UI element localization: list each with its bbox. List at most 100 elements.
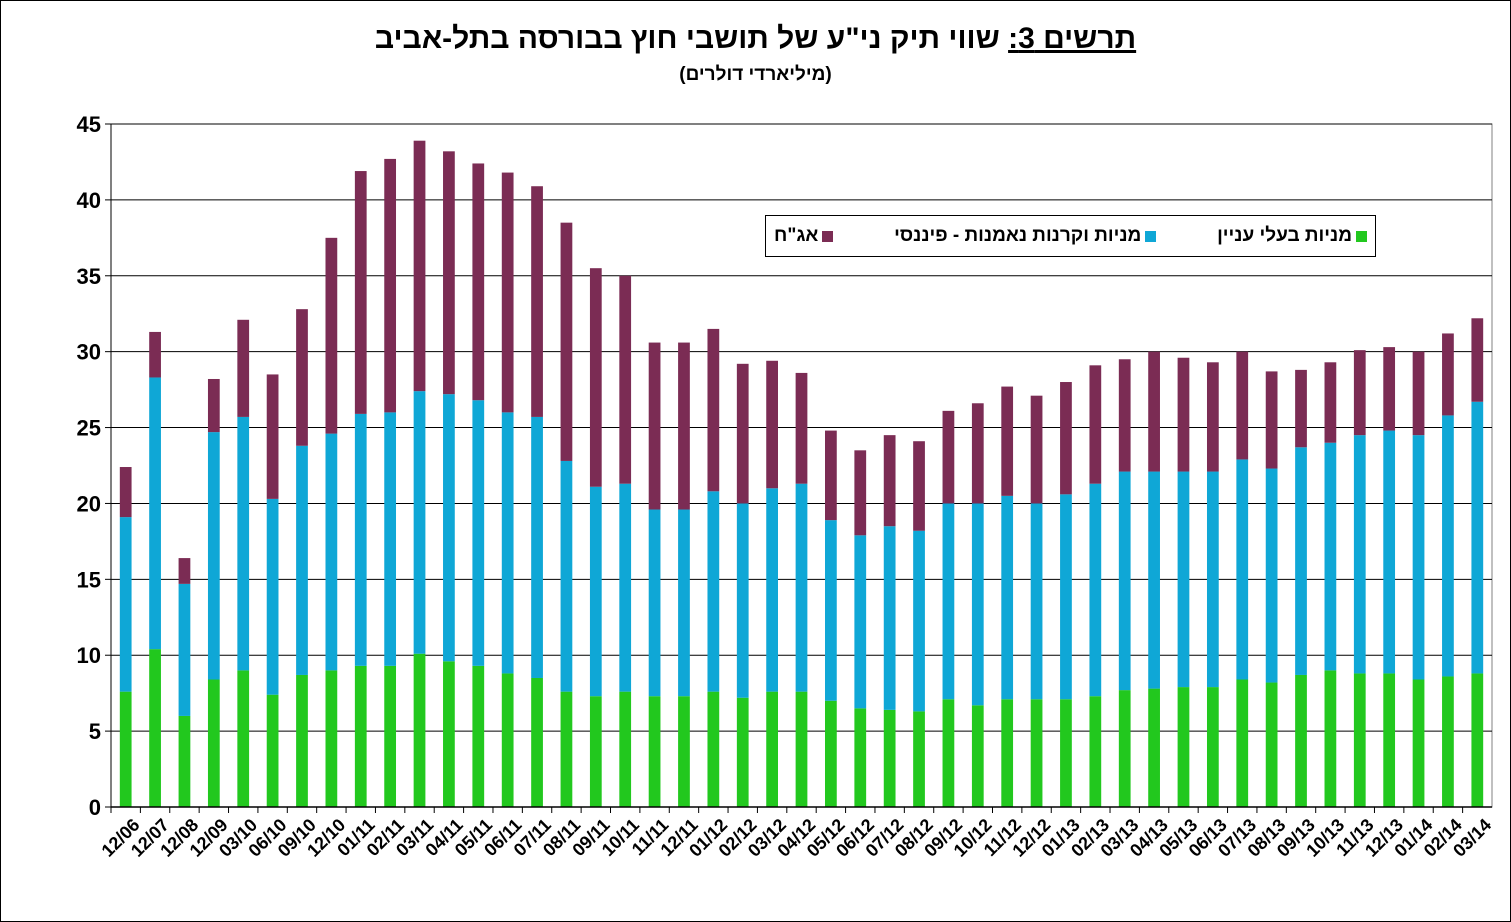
bar-segment-s0-11-12 [1001,699,1014,807]
bar-segment-s2-07-12 [883,435,896,527]
bar-segment-s2-06-13 [1206,362,1219,472]
bar-segment-s1-11-12 [1001,495,1014,700]
bar-segment-s1-01-13 [1060,494,1072,700]
bar-segment-s2-06-10 [266,374,279,499]
bar-segment-s0-05-12 [825,700,837,807]
bar-segment-s0-11-11 [648,696,661,807]
bar-segment-s1-07-12 [883,526,896,710]
bar-segment-s1-02-11 [384,412,397,666]
bar-segment-s0-03-10 [237,670,250,807]
bar-segment-s1-12-06 [119,517,132,692]
bar-segment-s0-04-13 [1148,688,1160,807]
legend-swatch-interested [1356,230,1367,242]
bar-segment-s0-11-13 [1353,673,1366,807]
bar-segment-s0-08-13 [1265,682,1278,807]
legend-item-bonds: אג"ח [774,225,834,247]
bar-segment-s1-09-10 [296,445,308,675]
y-tick-label: 35 [77,264,101,289]
bar-segment-s0-12-13 [1383,673,1396,807]
bar-segment-s2-02-14 [1442,333,1454,416]
bar-segment-s1-12-11 [678,509,690,697]
chart-title-prefix: תרשים 3: [1008,22,1137,55]
bar-segment-s1-03-13 [1118,471,1131,691]
bar-segment-s1-08-13 [1265,468,1278,683]
bar-segment-s1-12-08 [178,583,191,716]
bar-segment-s1-01-11 [354,413,367,666]
bar-segment-s0-04-12 [795,691,808,807]
y-tick-label: 10 [77,643,101,668]
bar-segment-s2-08-12 [913,441,925,531]
bar-segment-s2-02-11 [384,158,397,413]
chart-title-text: שווי תיק ני"ע של תושבי חוץ בבורסה בתל-אב… [374,22,1009,55]
bar-segment-s2-12-08 [178,558,191,584]
bar-segment-s0-01-11 [354,665,367,807]
bar-segment-s1-04-11 [443,394,455,662]
bar-segment-s2-03-11 [413,140,426,392]
bar-segment-s2-07-11 [531,186,543,417]
bar-segment-s2-06-11 [501,172,514,413]
chart-legend: אג"ח מניות וקרנות נאמנות - פיננסי מניות … [765,215,1376,257]
bar-segment-s2-06-12 [854,450,867,536]
bar-segment-s0-02-11 [384,665,397,807]
bar-segment-s1-09-12 [942,503,955,700]
y-tick-label: 0 [89,795,101,820]
bar-segment-s2-05-13 [1177,357,1190,472]
y-tick-label: 20 [77,491,101,516]
legend-label-interested: מניות בעלי עניין [1217,225,1352,246]
bar-segment-s1-02-12 [736,503,749,698]
bar-segment-s0-01-14 [1412,679,1425,807]
bar-segment-s2-09-12 [942,410,955,504]
legend-item-financial: מניות וקרנות נאמנות - פיננסי [894,225,1157,247]
y-tick-label: 45 [77,112,101,137]
bar-segment-s0-08-11 [560,691,573,807]
bar-segment-s1-04-12 [795,483,808,692]
bar-segment-s0-10-13 [1324,670,1337,807]
legend-item-interested: מניות בעלי עניין [1217,225,1367,247]
legend-swatch-bonds [822,230,834,242]
bar-segment-s0-04-11 [443,661,455,807]
bar-segment-s1-10-12 [971,503,984,706]
y-tick-label: 5 [89,719,101,744]
bar-segment-s0-05-13 [1177,687,1190,807]
bar-segment-s2-03-12 [766,360,778,489]
bar-segment-s2-12-10 [325,237,338,434]
bar-segment-s1-08-11 [560,460,573,692]
bar-segment-s1-03-10 [237,416,250,671]
legend-label-bonds: אג"ח [774,225,819,246]
bar-segment-s0-02-14 [1442,676,1454,807]
bar-segment-s0-12-08 [178,715,191,807]
bar-segment-s2-09-10 [296,309,308,446]
bar-segment-s2-12-11 [678,342,690,510]
bar-segment-s0-06-10 [266,694,279,807]
bar-segment-s1-08-12 [913,530,925,712]
bar-segment-s2-04-12 [795,372,808,484]
bar-segment-s1-04-13 [1148,471,1160,689]
bar-segment-s0-10-12 [971,705,984,807]
bar-segment-s1-03-11 [413,391,426,654]
bar-segment-s2-02-12 [736,363,749,504]
bar-segment-s2-11-11 [648,342,661,510]
bar-segment-s1-12-10 [325,433,338,671]
bar-segment-s2-08-11 [560,222,573,461]
bar-segment-s1-02-14 [1442,415,1454,677]
bar-segment-s2-01-14 [1412,351,1425,436]
bar-segment-s1-12-07 [149,377,161,650]
bar-segment-s1-01-14 [1412,435,1425,680]
bar-segment-s0-09-11 [589,696,602,807]
bar-segment-s0-12-09 [207,679,220,807]
bar-segment-s0-03-14 [1471,673,1484,807]
bar-segment-s0-03-13 [1118,690,1131,807]
bar-segment-s1-06-13 [1206,471,1219,688]
bar-segment-s0-10-11 [619,691,632,807]
bar-segment-s0-09-13 [1295,674,1307,807]
bar-segment-s0-12-12 [1030,699,1043,807]
bar-segment-s2-12-06 [119,467,132,518]
chart-title: תרשים 3: שווי תיק ני"ע של תושבי חוץ בבור… [0,22,1511,56]
bar-segment-s2-03-10 [237,319,250,417]
bar-segment-s2-05-12 [825,430,837,521]
bar-segment-s1-06-12 [854,535,867,709]
bar-segment-s2-10-12 [971,403,984,504]
bar-segment-s2-01-12 [707,328,720,492]
bar-segment-s2-01-11 [354,171,367,414]
